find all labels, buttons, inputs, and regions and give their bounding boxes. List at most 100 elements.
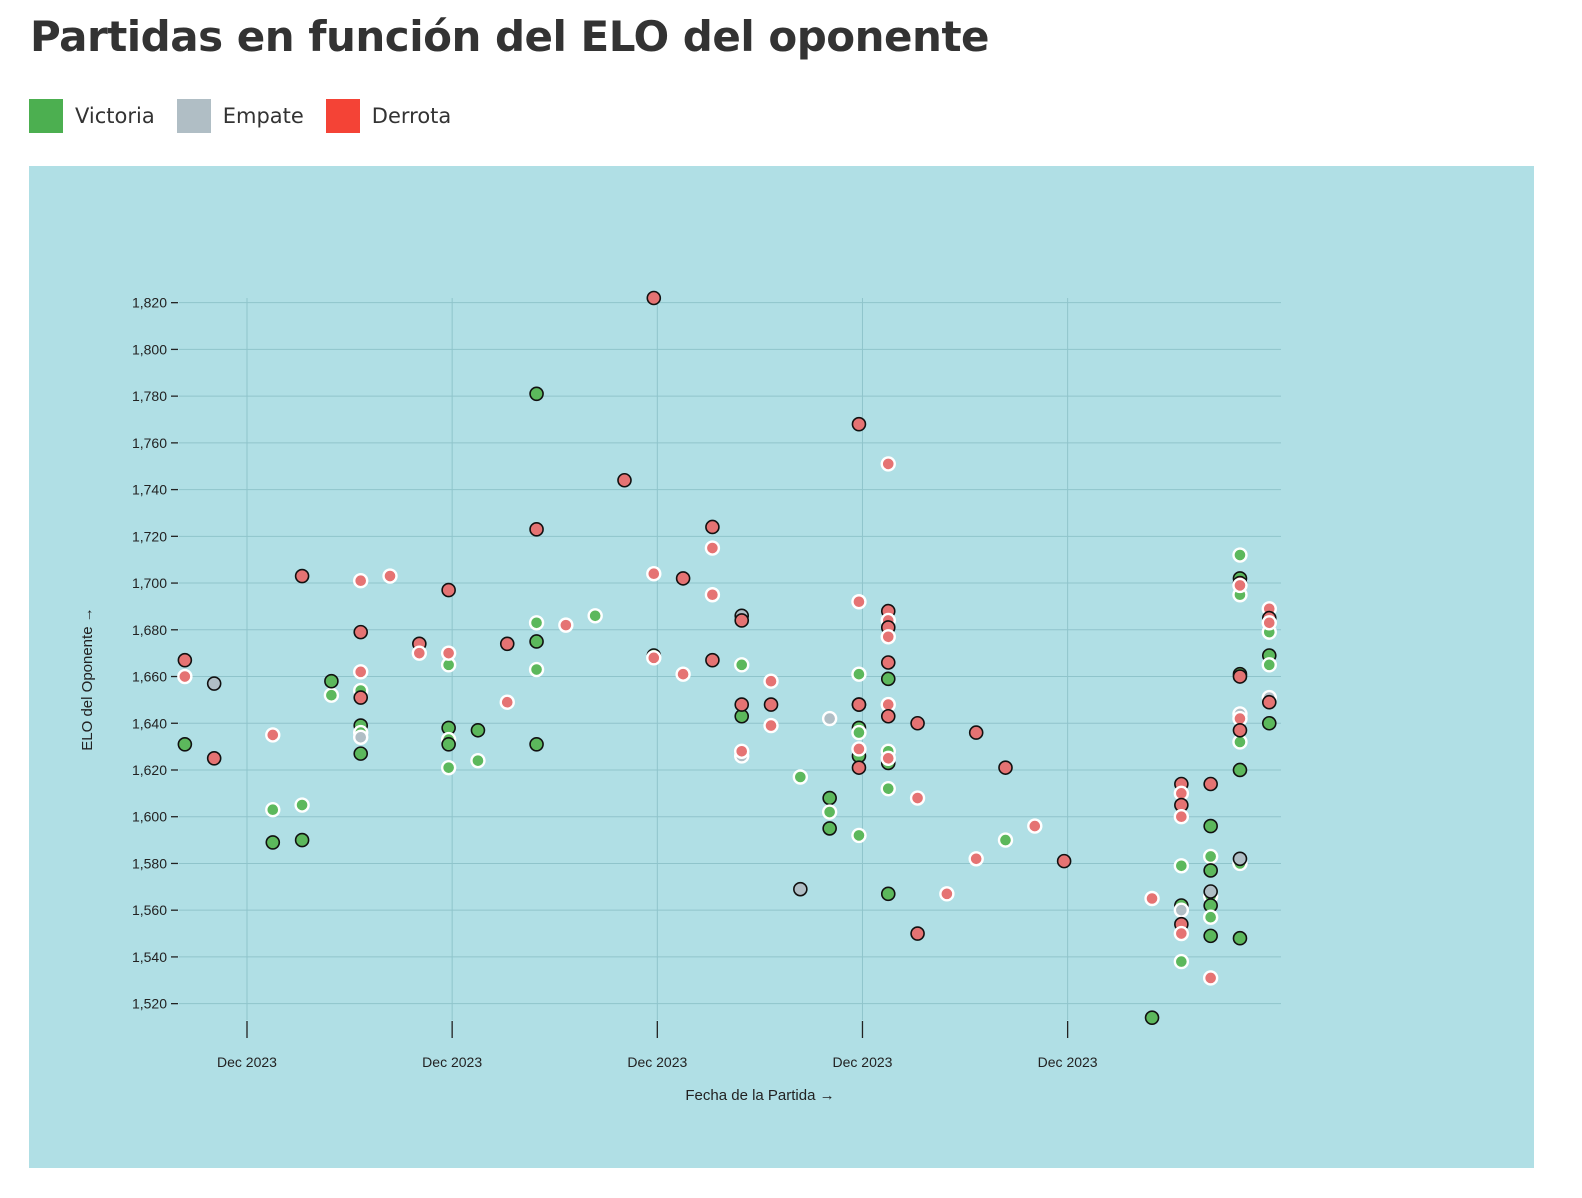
- data-point-victoria: [324, 673, 339, 689]
- data-point-victoria: [851, 827, 867, 844]
- data-point-derrota: [206, 751, 222, 766]
- y-tick-label: 1,680: [132, 622, 167, 638]
- data-point-victoria: [997, 832, 1014, 848]
- data-point-derrota: [1144, 890, 1160, 907]
- y-tick-label: 1,540: [132, 949, 167, 965]
- data-point-victoria: [529, 736, 544, 752]
- data-point-derrota: [177, 652, 193, 668]
- data-point-derrota: [1027, 818, 1043, 834]
- data-point-derrota: [1203, 776, 1218, 792]
- data-point-empate: [793, 881, 808, 897]
- chart-background: [29, 166, 1534, 1168]
- data-point-derrota: [646, 650, 662, 666]
- data-point-derrota: [968, 851, 984, 867]
- y-tick-label: 1,780: [132, 388, 167, 404]
- x-axis-title: Fecha de la Partida →: [685, 1087, 834, 1104]
- data-point-victoria: [880, 886, 896, 902]
- legend-swatch-derrota: [325, 99, 360, 133]
- data-point-victoria: [1261, 657, 1277, 673]
- data-point-victoria: [294, 797, 310, 813]
- data-point-derrota: [880, 750, 896, 767]
- x-tick-label: Dec 2023: [422, 1054, 482, 1070]
- y-tick-label: 1,580: [132, 855, 167, 871]
- x-tick-label: Dec 2023: [627, 1054, 687, 1070]
- data-point-victoria: [440, 759, 457, 776]
- data-point-derrota: [851, 697, 867, 712]
- data-point-victoria: [441, 736, 456, 752]
- data-point-victoria: [528, 615, 545, 631]
- data-point-derrota: [880, 456, 896, 472]
- data-point-victoria: [851, 666, 867, 682]
- y-tick-label: 1,820: [132, 295, 167, 311]
- data-point-derrota: [851, 594, 867, 610]
- data-point-derrota: [909, 790, 926, 806]
- data-point-derrota: [763, 673, 779, 689]
- x-tick-label: Dec 2023: [833, 1054, 893, 1070]
- y-tick-label: 1,660: [132, 669, 167, 685]
- data-point-derrota: [646, 290, 662, 306]
- data-point-derrota: [558, 617, 574, 633]
- data-point-victoria: [1232, 547, 1248, 563]
- data-point-victoria: [851, 724, 867, 741]
- y-tick-label: 1,600: [132, 809, 167, 825]
- data-point-derrota: [1173, 809, 1190, 825]
- data-point-victoria: [1202, 848, 1219, 865]
- y-axis-title: ELO del Oponente →: [79, 607, 96, 750]
- data-point-victoria: [470, 722, 486, 738]
- data-point-derrota: [880, 708, 896, 724]
- page-title: Partidas en función del ELO del oponente: [30, 12, 990, 61]
- data-point-derrota: [763, 697, 779, 712]
- data-point-victoria: [294, 832, 310, 848]
- data-point-derrota: [1232, 722, 1248, 738]
- data-point-derrota: [851, 416, 867, 432]
- data-point-derrota: [910, 715, 925, 731]
- data-point-empate: [206, 676, 222, 691]
- data-point-derrota: [499, 636, 515, 652]
- data-points: [177, 290, 1277, 1025]
- legend-item-victoria: Victoria: [29, 99, 155, 133]
- data-point-victoria: [821, 804, 838, 820]
- axes: [171, 302, 1069, 1038]
- data-point-empate: [353, 729, 369, 745]
- data-point-victoria: [1203, 818, 1218, 834]
- y-tick-label: 1,800: [132, 341, 167, 357]
- y-tick-label: 1,620: [132, 762, 167, 778]
- data-point-derrota: [353, 690, 369, 705]
- data-point-derrota: [353, 573, 369, 589]
- data-point-derrota: [177, 668, 193, 685]
- x-tick-label: Dec 2023: [217, 1054, 277, 1070]
- data-point-victoria: [265, 835, 281, 850]
- data-point-victoria: [470, 752, 486, 769]
- data-point-victoria: [822, 821, 837, 836]
- data-point-derrota: [880, 655, 896, 670]
- data-point-derrota: [968, 725, 984, 740]
- y-tick-label: 1,520: [132, 996, 167, 1012]
- data-point-derrota: [763, 717, 779, 734]
- data-point-derrota: [382, 568, 398, 584]
- data-point-victoria: [1232, 930, 1248, 946]
- data-point-victoria: [822, 790, 837, 806]
- data-point-derrota: [440, 645, 457, 661]
- data-point-derrota: [998, 760, 1013, 775]
- data-point-derrota: [675, 571, 691, 586]
- data-point-victoria: [734, 657, 750, 673]
- y-tick-label: 1,720: [132, 528, 167, 544]
- data-point-empate: [1232, 851, 1248, 867]
- data-point-derrota: [939, 886, 955, 902]
- data-point-derrota: [910, 926, 925, 941]
- legend: Victoria Empate Derrota: [29, 98, 473, 134]
- y-tick-label: 1,740: [132, 482, 167, 498]
- legend-label-victoria: Victoria: [75, 104, 155, 128]
- data-point-derrota: [851, 760, 867, 775]
- data-point-derrota: [353, 624, 369, 640]
- data-point-derrota: [705, 652, 720, 668]
- data-point-derrota: [1056, 853, 1072, 869]
- y-tick-label: 1,760: [132, 435, 167, 451]
- data-point-victoria: [353, 746, 369, 761]
- legend-item-derrota: Derrota: [325, 99, 451, 133]
- data-point-derrota: [734, 697, 750, 712]
- data-point-empate: [821, 710, 838, 727]
- data-point-derrota: [1232, 669, 1248, 684]
- data-point-victoria: [1144, 1010, 1160, 1025]
